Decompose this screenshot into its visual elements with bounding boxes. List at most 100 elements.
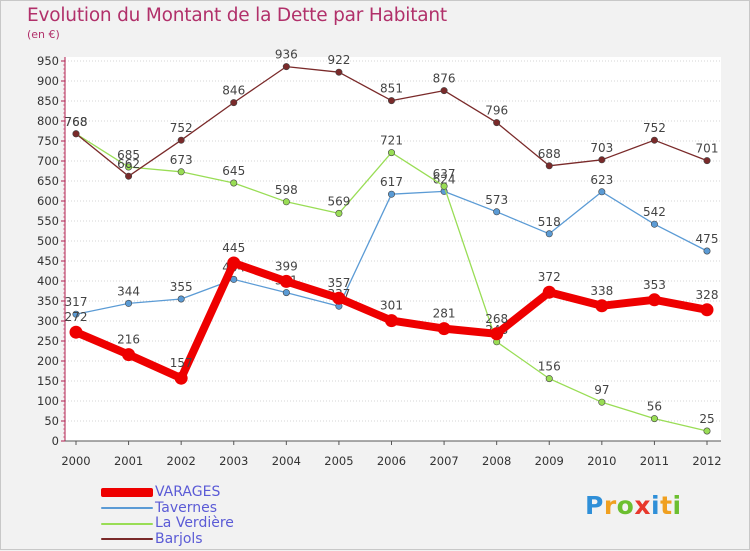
data-label-barjols: 703 xyxy=(590,141,613,155)
legend-swatch xyxy=(101,522,153,525)
data-label-barjols: 768 xyxy=(65,115,88,129)
data-point-la-verdi-re xyxy=(598,398,606,406)
y-tick-label: 950 xyxy=(37,54,59,68)
y-tick-label: 700 xyxy=(37,154,59,168)
data-point-barjols xyxy=(440,87,448,95)
data-label-barjols: 701 xyxy=(696,142,719,156)
y-tick-label: 350 xyxy=(37,294,59,308)
data-point-varages xyxy=(69,325,83,339)
y-tick-label: 550 xyxy=(37,214,59,228)
logo-letter: r xyxy=(603,491,617,520)
data-label-varages: 445 xyxy=(222,241,245,255)
y-tick-label: 800 xyxy=(37,114,59,128)
legend-item: Tavernes xyxy=(101,500,401,517)
x-tick-label: 2009 xyxy=(535,454,564,468)
data-label-barjols: 662 xyxy=(117,157,140,171)
data-label-la-verdi-re: 598 xyxy=(275,183,298,197)
legend-label: VARAGES xyxy=(155,484,221,501)
data-label-barjols: 846 xyxy=(222,84,245,98)
data-point-tavernes xyxy=(598,188,606,196)
data-label-varages: 353 xyxy=(643,278,666,292)
x-tick-label: 2003 xyxy=(219,454,248,468)
data-point-la-verdi-re xyxy=(177,168,185,176)
data-label-tavernes: 518 xyxy=(538,215,561,229)
data-point-varages xyxy=(647,293,661,307)
x-tick-label: 2006 xyxy=(377,454,406,468)
data-label-varages: 357 xyxy=(327,276,350,290)
data-point-varages xyxy=(385,314,398,328)
data-point-varages xyxy=(437,322,451,336)
data-point-barjols xyxy=(177,136,185,144)
legend-item: Barjols xyxy=(101,530,401,548)
chart-legend: VARAGES Tavernes La Verdière Barjols xyxy=(101,485,401,547)
y-tick-label: 150 xyxy=(37,374,59,388)
plot-area xyxy=(65,57,721,441)
data-label-barjols: 851 xyxy=(380,82,403,96)
data-point-tavernes xyxy=(72,310,80,318)
data-point-varages xyxy=(542,285,556,299)
y-tick-label: 650 xyxy=(37,174,59,188)
data-point-tavernes xyxy=(177,295,185,303)
data-point-tavernes xyxy=(387,190,395,198)
data-point-varages xyxy=(122,348,136,362)
legend-swatch xyxy=(101,488,153,498)
data-label-la-verdi-re: 673 xyxy=(170,153,193,167)
data-label-varages: 328 xyxy=(696,288,719,302)
data-label-varages: 157 xyxy=(170,356,193,370)
data-label-tavernes: 542 xyxy=(643,205,666,219)
data-label-la-verdi-re: 97 xyxy=(594,383,609,397)
y-tick-label: 100 xyxy=(37,394,59,408)
x-tick-label: 2010 xyxy=(587,454,616,468)
chart-subtitle: (en €) xyxy=(27,28,60,41)
data-point-la-verdi-re xyxy=(650,415,658,423)
data-point-tavernes xyxy=(545,230,553,238)
data-label-varages: 281 xyxy=(433,307,456,321)
legend-swatch xyxy=(101,538,153,541)
data-point-tavernes xyxy=(650,220,658,228)
y-tick-label: 850 xyxy=(37,94,59,108)
chart-title: Evolution du Montant de la Dette par Hab… xyxy=(27,5,447,26)
data-label-la-verdi-re: 768 xyxy=(65,115,88,129)
data-label-varages: 399 xyxy=(275,259,298,273)
x-tick-label: 2004 xyxy=(272,454,301,468)
data-point-barjols xyxy=(598,156,606,164)
data-point-tavernes xyxy=(125,299,133,307)
data-point-varages xyxy=(490,327,504,341)
data-point-varages xyxy=(279,274,293,288)
x-tick-label: 2008 xyxy=(482,454,511,468)
x-tick-label: 2000 xyxy=(61,454,90,468)
data-point-la-verdi-re xyxy=(703,427,711,435)
data-label-varages: 268 xyxy=(485,312,508,326)
data-point-la-verdi-re xyxy=(387,149,395,157)
data-point-barjols xyxy=(125,172,133,180)
data-point-barjols xyxy=(282,63,290,71)
y-tick-label: 900 xyxy=(37,74,59,88)
data-label-tavernes: 623 xyxy=(590,173,613,187)
y-tick-label: 600 xyxy=(37,194,59,208)
data-point-barjols xyxy=(650,136,658,144)
y-tick-label: 450 xyxy=(37,254,59,268)
data-label-varages: 272 xyxy=(65,310,88,324)
x-tick-label: 2002 xyxy=(167,454,196,468)
y-tick-label: 400 xyxy=(37,274,59,288)
data-label-la-verdi-re: 25 xyxy=(699,412,714,426)
data-label-tavernes: 317 xyxy=(65,295,88,309)
legend-label: Barjols xyxy=(155,530,203,547)
proxiti-logo: Proxiti xyxy=(585,491,682,520)
data-label-varages: 372 xyxy=(538,270,561,284)
legend-label: La Verdière xyxy=(155,515,234,532)
data-label-barjols: 796 xyxy=(485,104,508,118)
data-label-la-verdi-re: 721 xyxy=(380,134,403,148)
data-point-la-verdi-re xyxy=(440,182,448,190)
logo-letter: i xyxy=(651,491,661,520)
data-point-varages xyxy=(227,256,241,270)
data-point-varages xyxy=(595,299,609,313)
data-label-tavernes: 355 xyxy=(170,280,193,294)
data-point-la-verdi-re xyxy=(125,163,133,171)
x-tick-label: 2007 xyxy=(429,454,458,468)
data-label-la-verdi-re: 645 xyxy=(222,164,245,178)
data-point-la-verdi-re xyxy=(282,198,290,206)
logo-letter: t xyxy=(660,491,673,520)
